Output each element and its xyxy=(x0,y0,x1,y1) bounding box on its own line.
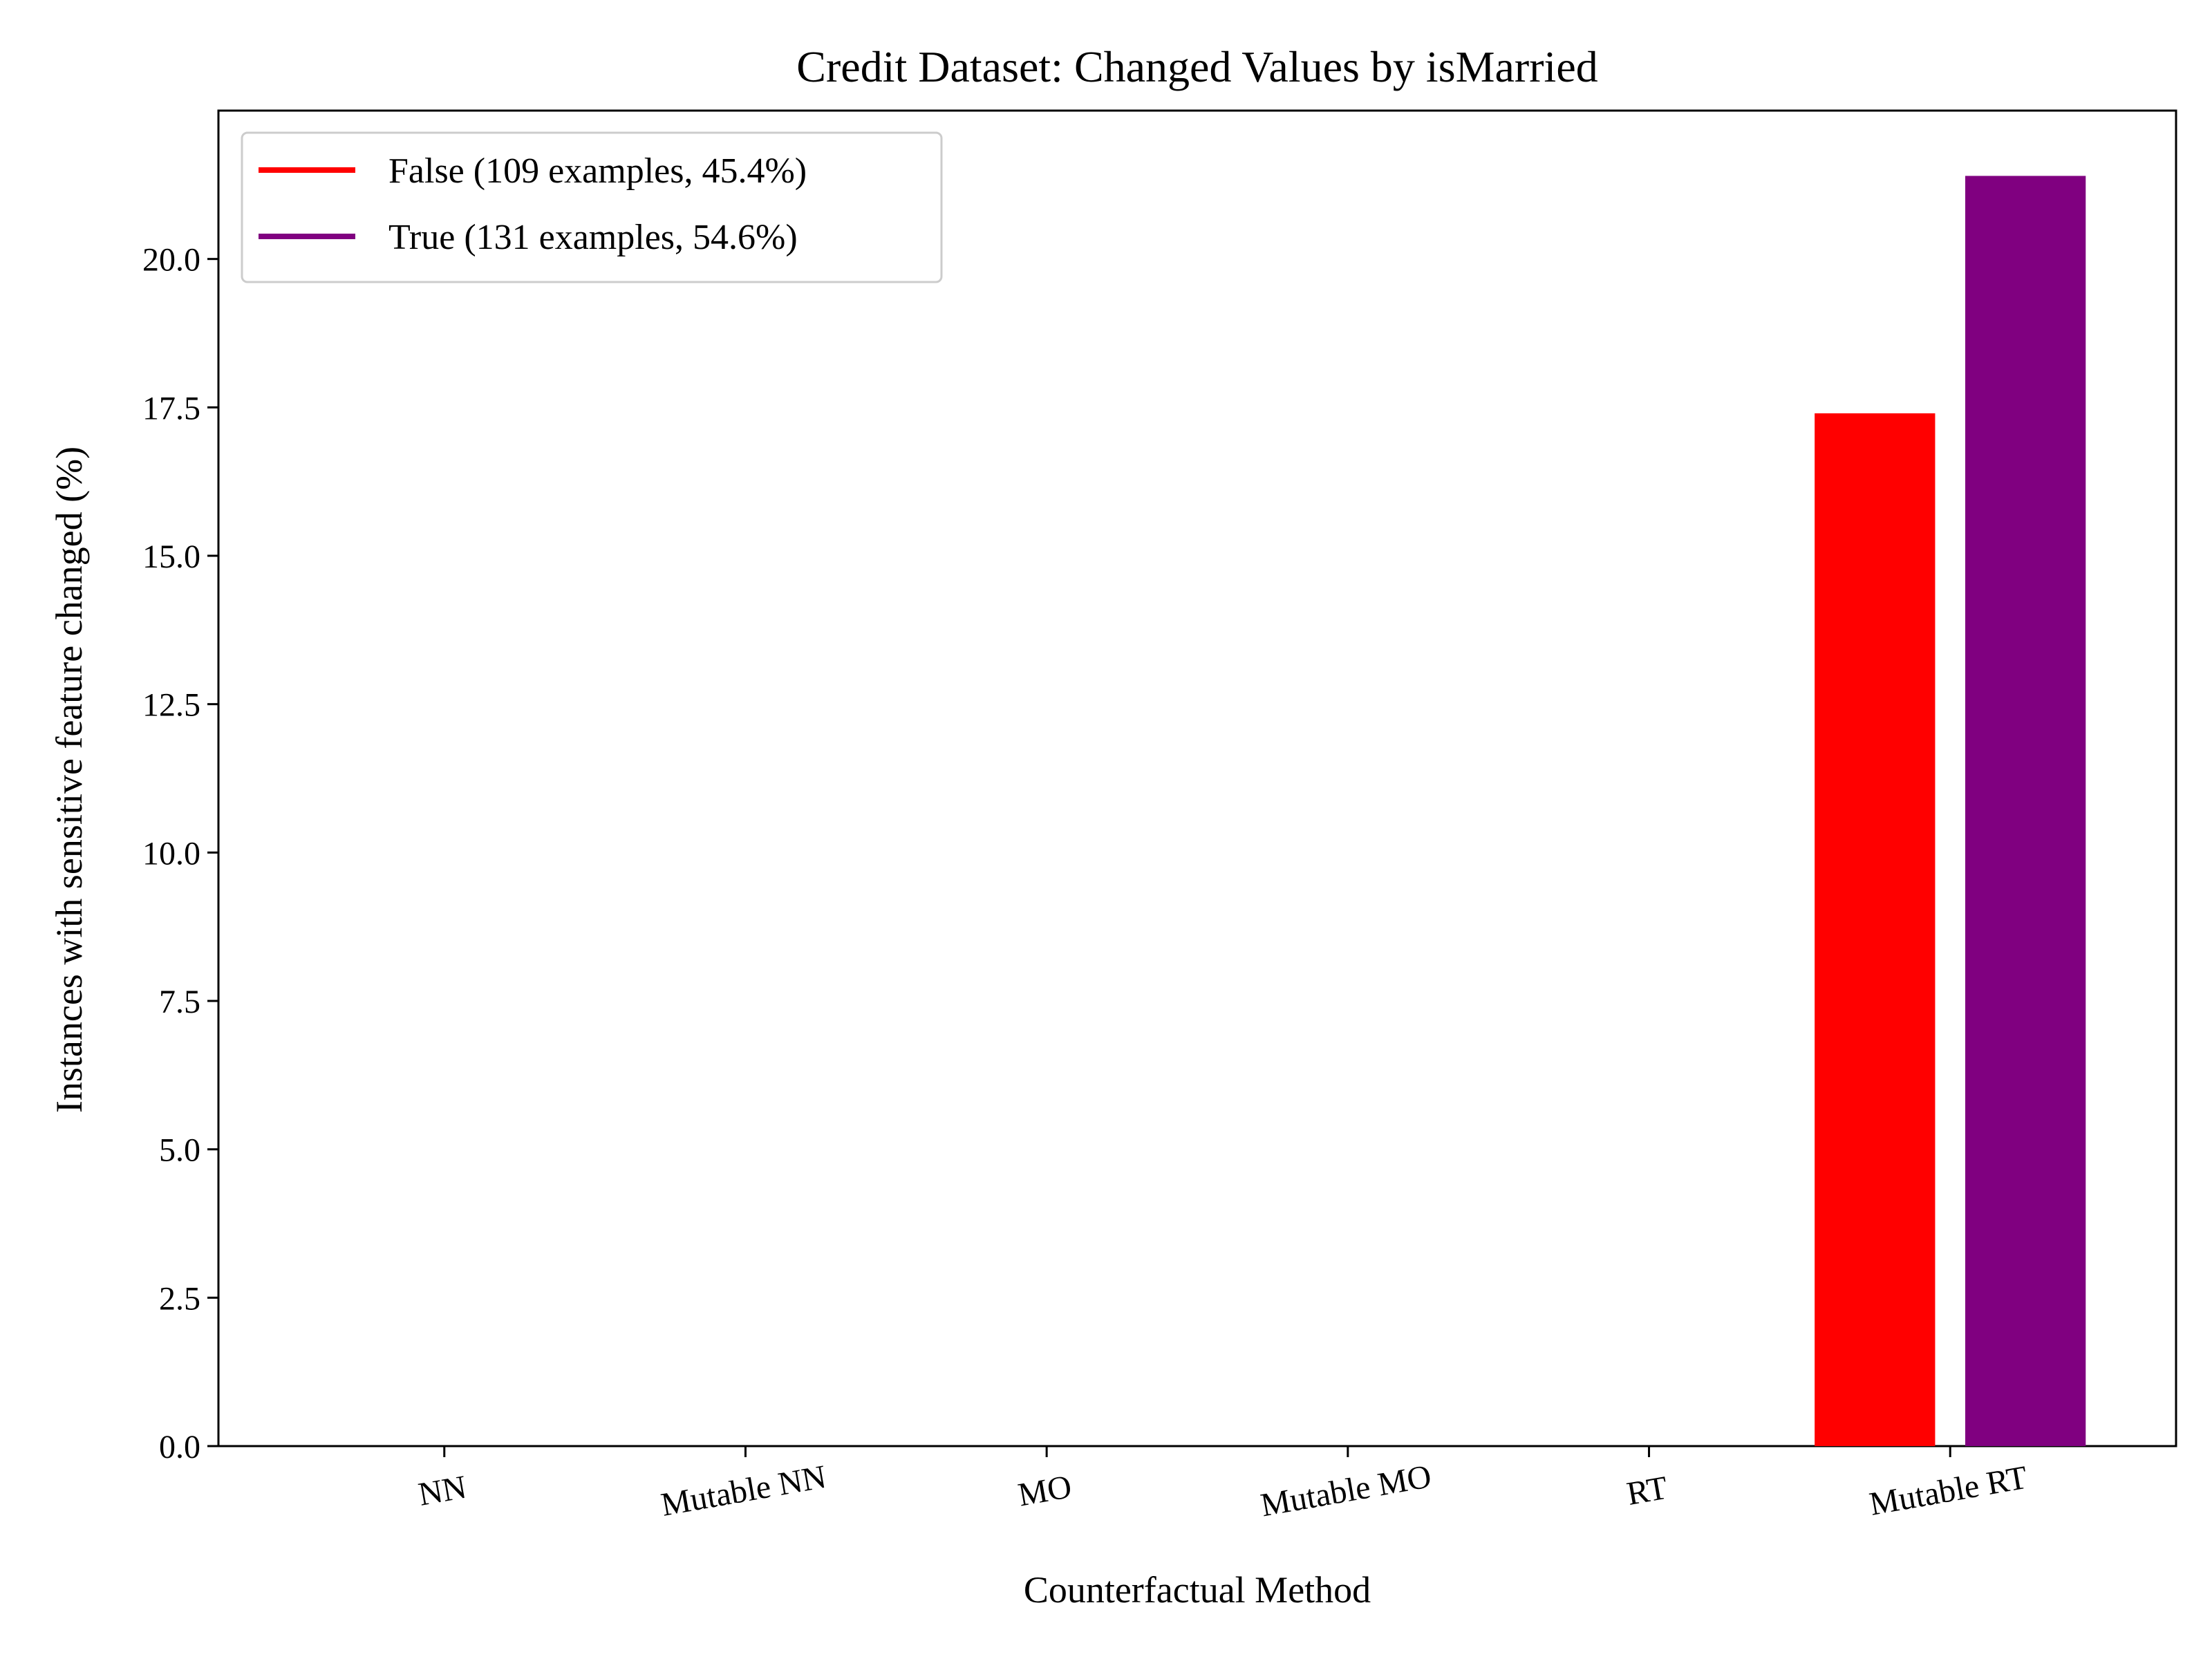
y-tick-label: 5.0 xyxy=(159,1132,200,1169)
y-axis: 0.0 2.5 5.0 7.5 10.0 12.5 15.0 17.5 20.0 xyxy=(142,242,218,1465)
y-tick-label: 2.5 xyxy=(159,1280,200,1317)
plot-frame xyxy=(217,109,2177,1447)
x-tick-label: MO xyxy=(1015,1468,1074,1514)
legend: False (109 examples, 45.4%) True (131 exa… xyxy=(241,131,943,283)
y-tick-label: 20.0 xyxy=(142,242,200,279)
bar xyxy=(1965,176,2086,1446)
y-tick-label: 0.0 xyxy=(159,1429,200,1465)
y-tick-label: 17.5 xyxy=(142,390,200,427)
y-tick-label: 12.5 xyxy=(142,687,200,724)
bars-group xyxy=(1815,176,2086,1447)
y-axis-label: Instances with sensitive feature changed… xyxy=(48,447,90,1113)
legend-label: False (109 examples, 45.4%) xyxy=(388,151,807,191)
y-tick-label: 10.0 xyxy=(142,835,200,872)
legend-box xyxy=(241,131,943,283)
legend-label: True (131 examples, 54.6%) xyxy=(388,218,798,257)
y-tick-label: 15.0 xyxy=(142,538,200,575)
x-tick-label: RT xyxy=(1624,1470,1670,1512)
bar xyxy=(1815,413,1936,1447)
y-tick-label: 7.5 xyxy=(159,984,200,1020)
x-tick-label: NN xyxy=(415,1469,469,1513)
x-axis-label: Counterfactual Method xyxy=(1024,1569,1371,1611)
chart-title: Credit Dataset: Changed Values by isMarr… xyxy=(796,42,1597,91)
